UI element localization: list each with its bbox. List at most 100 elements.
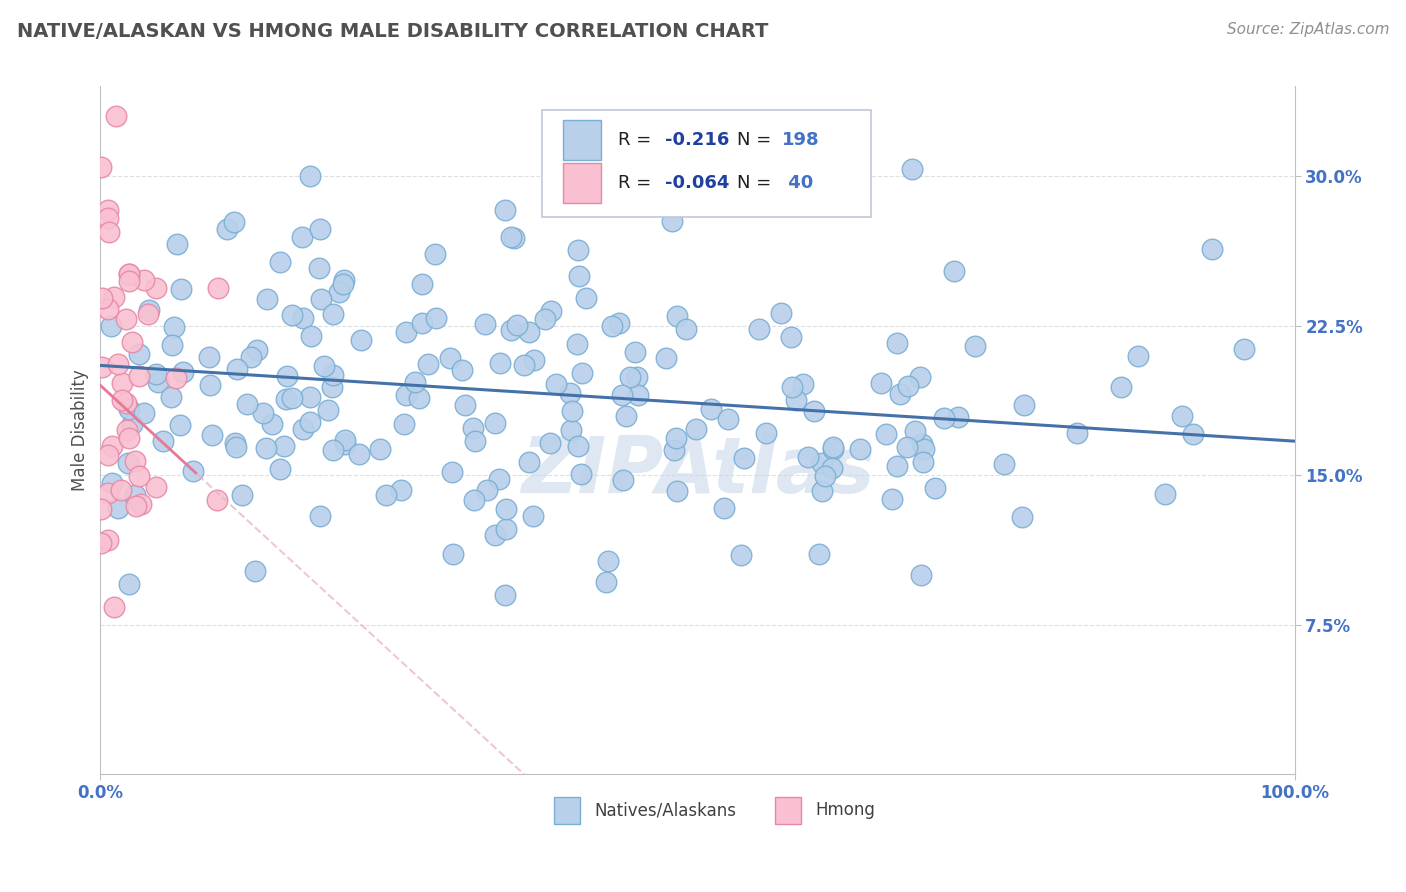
Point: [934, 411, 956, 425]
Point: [882, 492, 904, 507]
Point: [90, 161, 112, 175]
Text: -0.216: -0.216: [665, 131, 730, 149]
Point: [97, 301, 120, 316]
Point: [217, 222, 239, 236]
Point: [886, 336, 908, 351]
Point: [145, 280, 167, 294]
Point: [717, 412, 740, 426]
Point: [394, 417, 416, 431]
Point: [103, 600, 125, 615]
Point: [207, 281, 229, 295]
Point: [713, 500, 735, 515]
Point: [136, 307, 159, 321]
Point: [121, 417, 143, 431]
Point: [1109, 380, 1132, 394]
Point: [538, 435, 561, 450]
Point: [165, 371, 187, 385]
Point: [309, 292, 332, 306]
Point: [97, 203, 120, 218]
Point: [665, 309, 688, 323]
Point: [254, 441, 277, 455]
Point: [612, 473, 634, 487]
Point: [138, 303, 160, 318]
Point: [163, 320, 186, 334]
Point: [575, 291, 598, 305]
Point: [118, 267, 141, 281]
Point: [821, 442, 844, 457]
Bar: [554, 797, 581, 823]
Point: [910, 568, 932, 582]
Point: [506, 318, 529, 332]
Point: [117, 456, 139, 470]
Y-axis label: Male Disability: Male Disability: [72, 369, 89, 491]
Point: [1126, 350, 1149, 364]
Point: [568, 268, 591, 283]
Point: [118, 401, 141, 416]
Point: [236, 397, 259, 411]
Point: [291, 311, 314, 326]
Point: [298, 415, 321, 429]
Point: [807, 547, 830, 561]
Point: [464, 434, 486, 449]
Point: [98, 225, 121, 239]
Point: [461, 420, 484, 434]
Point: [321, 380, 343, 394]
Point: [488, 472, 510, 486]
Point: [748, 322, 770, 336]
Point: [439, 351, 461, 366]
Text: NATIVE/ALASKAN VS HMONG MALE DISABILITY CORRELATION CHART: NATIVE/ALASKAN VS HMONG MALE DISABILITY …: [17, 22, 768, 41]
Point: [115, 396, 138, 410]
Point: [557, 187, 579, 202]
Point: [634, 193, 657, 207]
Text: -0.064: -0.064: [665, 174, 730, 192]
Point: [965, 339, 987, 353]
Point: [292, 422, 315, 436]
Point: [540, 304, 562, 318]
Point: [281, 391, 304, 405]
Point: [97, 211, 120, 225]
Point: [821, 460, 844, 475]
Point: [662, 443, 685, 458]
Point: [89, 535, 111, 549]
Point: [308, 222, 330, 236]
Point: [813, 468, 835, 483]
Point: [779, 330, 801, 344]
Point: [243, 564, 266, 578]
Point: [333, 433, 356, 447]
Point: [523, 352, 546, 367]
Point: [260, 417, 283, 431]
Point: [333, 437, 356, 451]
Point: [849, 442, 872, 457]
Point: [463, 493, 485, 508]
Point: [803, 403, 825, 417]
Point: [240, 350, 263, 364]
Point: [730, 549, 752, 563]
Point: [624, 345, 647, 359]
Point: [517, 326, 540, 340]
Point: [322, 368, 344, 382]
Point: [522, 509, 544, 524]
Text: N =: N =: [737, 174, 778, 192]
Point: [314, 359, 336, 373]
Point: [100, 318, 122, 333]
Point: [1182, 427, 1205, 442]
Point: [1066, 425, 1088, 440]
Text: Natives/Alaskans: Natives/Alaskans: [595, 802, 737, 820]
Point: [110, 483, 132, 498]
Text: Hmong: Hmong: [815, 802, 876, 820]
Text: 198: 198: [782, 131, 820, 149]
Point: [425, 246, 447, 260]
Point: [114, 312, 136, 326]
Point: [595, 574, 617, 589]
Point: [124, 488, 146, 502]
Point: [614, 409, 637, 424]
Point: [810, 456, 832, 470]
Point: [333, 273, 356, 287]
Point: [942, 264, 965, 278]
Point: [299, 328, 322, 343]
Point: [896, 440, 918, 454]
Point: [299, 390, 322, 404]
Point: [395, 325, 418, 339]
Point: [350, 333, 373, 347]
Point: [1170, 409, 1192, 424]
